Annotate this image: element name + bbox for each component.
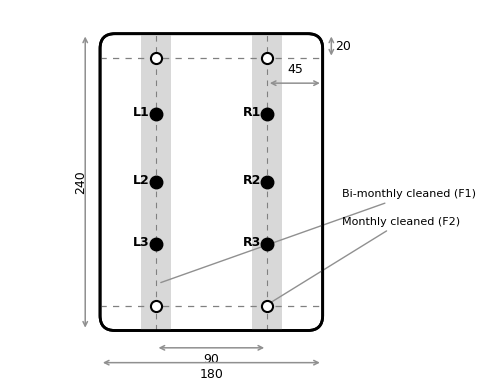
Text: 20: 20 <box>335 39 351 52</box>
Text: Monthly cleaned (F2): Monthly cleaned (F2) <box>272 217 460 302</box>
Text: L2: L2 <box>133 174 150 187</box>
Text: 240: 240 <box>74 170 87 194</box>
Bar <box>252 34 282 330</box>
Text: 180: 180 <box>200 367 224 381</box>
Text: 45: 45 <box>287 63 303 76</box>
Text: R3: R3 <box>242 236 261 249</box>
Text: L3: L3 <box>133 236 150 249</box>
Text: 90: 90 <box>204 353 220 366</box>
Bar <box>141 34 171 330</box>
Text: R1: R1 <box>242 106 261 119</box>
Text: Bi-monthly cleaned (F1): Bi-monthly cleaned (F1) <box>161 190 476 283</box>
Text: L1: L1 <box>133 106 150 119</box>
FancyBboxPatch shape <box>100 34 322 330</box>
Text: R2: R2 <box>242 174 261 187</box>
